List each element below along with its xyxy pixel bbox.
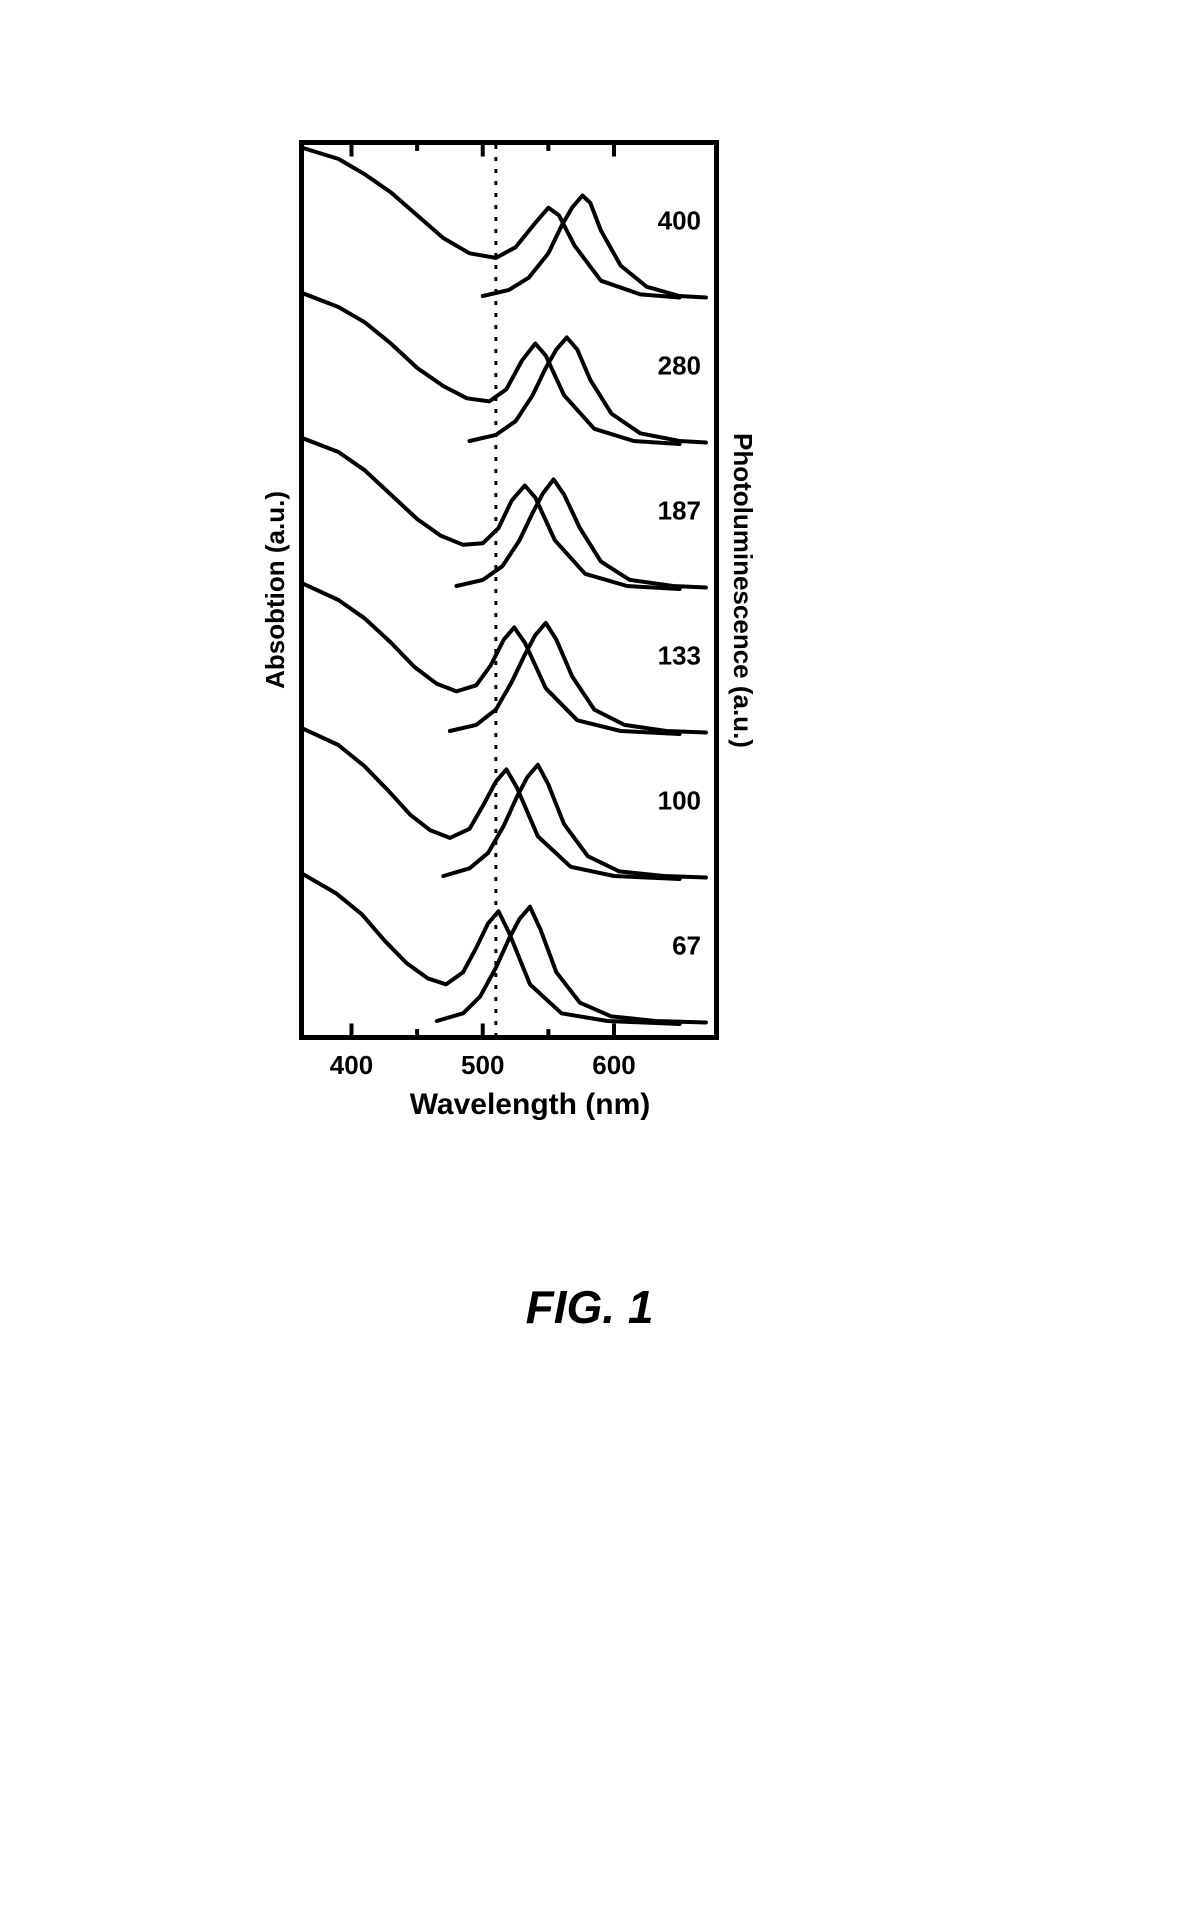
- figure-caption: FIG. 1: [0, 1280, 1179, 1334]
- series-label: 187: [658, 495, 701, 525]
- series-label: 280: [658, 350, 701, 380]
- x-tick-label: 400: [330, 1050, 373, 1081]
- series-label: 67: [672, 930, 701, 960]
- x-axis-label: Wavelength (nm): [320, 1088, 740, 1122]
- y-axis-label-left: Absobtion (a.u.): [260, 491, 291, 689]
- figure-1: Absobtion (a.u.) 400 280 187 133 100 67 400 50…: [260, 140, 900, 1122]
- series-label: 400: [658, 205, 701, 235]
- x-tick-label: 600: [592, 1050, 635, 1081]
- series-label: 100: [658, 785, 701, 815]
- series-label: 133: [658, 640, 701, 670]
- y-axis-label-right: Photoluminescence (a.u.): [727, 433, 758, 748]
- x-tick-label: 500: [461, 1050, 504, 1081]
- spectra-plot: 40028018713310067 400500600: [299, 140, 719, 1040]
